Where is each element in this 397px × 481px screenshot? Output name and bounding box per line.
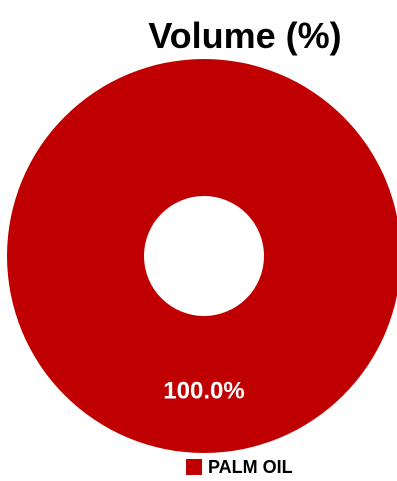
donut-slice-palm-oil bbox=[7, 59, 397, 453]
chart-title: Volume (%) bbox=[148, 15, 342, 56]
legend-label-palm-oil: PALM OIL bbox=[208, 456, 293, 477]
data-label-palm-oil: 100.0% bbox=[163, 377, 244, 404]
donut-data-labels: 100.0% bbox=[163, 377, 244, 404]
donut-slices bbox=[7, 59, 397, 453]
chart-legend: PALM OIL bbox=[186, 456, 293, 478]
legend-swatch-palm-oil bbox=[186, 459, 202, 475]
